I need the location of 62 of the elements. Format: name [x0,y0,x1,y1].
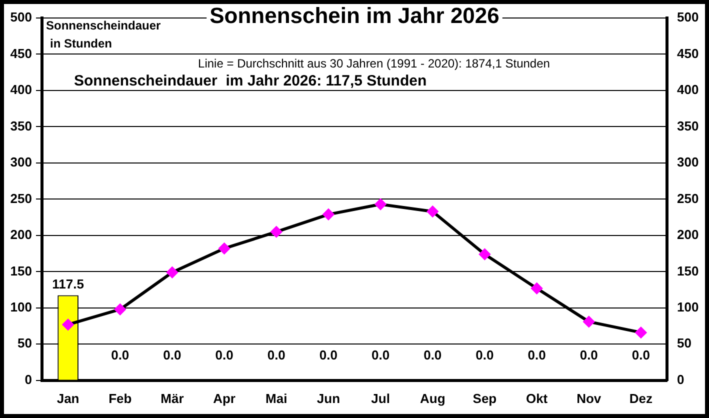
x-tick-label: Sep [472,390,497,406]
x-tick-label: Mai [266,390,288,406]
data-label: 0.0 [528,347,546,362]
data-label: 0.0 [111,347,130,362]
x-tick-label: Okt [526,390,548,406]
y2-tick-label: 500 [677,10,699,25]
data-label: 0.0 [580,347,598,362]
x-tick-label: Mär [160,390,184,406]
point [375,198,386,210]
point [635,327,646,338]
y2-tick-label: 200 [677,227,699,242]
point [531,282,542,294]
x-tick-label: Feb [108,390,132,406]
point [62,319,74,330]
x-tick-label: Dez [629,390,654,406]
y-tick-label: 400 [10,82,32,98]
data-label: 0.0 [215,347,234,362]
y-tick-label: 50 [18,336,32,351]
data-label: 0.0 [424,347,442,362]
y2-tick-label: 50 [677,336,692,351]
y2-tick-label: 250 [677,190,699,206]
data-label: 0.0 [372,347,390,362]
y2-tick-label: 450 [677,46,699,61]
x-tick-label: Jul [371,390,390,406]
point [322,208,334,220]
y2-tick-label: 100 [677,300,699,314]
y2-tick-label: 300 [677,154,699,170]
data-label: 0.0 [476,347,494,362]
chart-title: Sonnenschein im Jahr 2026 [210,3,500,28]
x-tick-label: Aug [420,390,446,406]
point [166,266,178,278]
y-tick-label: 450 [10,46,32,61]
y-tick-label: 250 [10,190,32,206]
annotation: Linie = Durchschnitt aus 30 Jahren (1991 - 2020): 1874,1 Stunden [198,56,550,70]
y2-tick-label: 150 [677,263,699,278]
data-label: 0.0 [163,347,182,362]
y-tick-label: 500 [10,10,32,25]
y-axis-title: Sonnenscheindauer in Stunden [46,18,162,50]
data-label: 0.0 [267,347,286,362]
y-tick-label: 300 [10,154,32,170]
y2-tick-label: 0 [677,372,684,387]
data-label: 0.0 [319,347,338,362]
point [218,242,230,254]
data-label: 0.0 [632,347,650,362]
annotation: Sonnenscheindauer im Jahr 2026: 117,5 Stunden [74,72,427,90]
y2-tick-label: 400 [677,82,699,98]
x-tick-label: Jan [56,390,80,406]
y-tick-label: 200 [10,227,32,242]
point [114,304,126,315]
y-tick-label: 100 [10,300,32,314]
point [583,316,594,328]
point [479,248,490,260]
point [427,206,438,218]
y-tick-label: 150 [10,263,32,278]
x-tick-label: Nov [576,390,602,406]
y2-tick-label: 350 [677,118,699,134]
x-tick-label: Apr [213,390,236,406]
data-label: 117.5 [52,276,84,292]
y-tick-label: 350 [10,118,32,134]
point [270,226,282,238]
x-tick-label: Jun [316,390,340,406]
y-tick-label: 0 [24,372,32,387]
